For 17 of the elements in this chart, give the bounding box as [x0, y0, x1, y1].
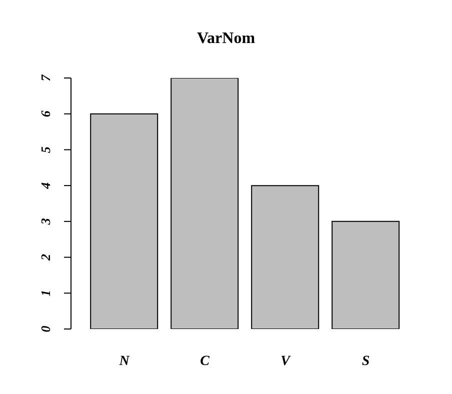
y-tick-label: 4 [38, 182, 53, 190]
y-tick-label: 2 [38, 254, 53, 262]
y-tick-label: 3 [38, 218, 53, 226]
bar [251, 185, 320, 329]
y-tick-label: 6 [38, 110, 53, 118]
x-tick-label: V [280, 354, 292, 369]
bar [332, 220, 400, 329]
x-tick-label: N [118, 354, 130, 369]
y-tick-label: 0 [38, 325, 53, 332]
y-tick-label: 1 [38, 290, 53, 296]
y-tick-label: 7 [38, 74, 53, 82]
x-tick-label: C [200, 354, 210, 369]
y-tick-label: 5 [38, 146, 53, 153]
x-tick-label: S [362, 354, 370, 369]
bar [170, 78, 239, 329]
bar [90, 113, 158, 329]
chart-title: VarNom [196, 30, 256, 48]
